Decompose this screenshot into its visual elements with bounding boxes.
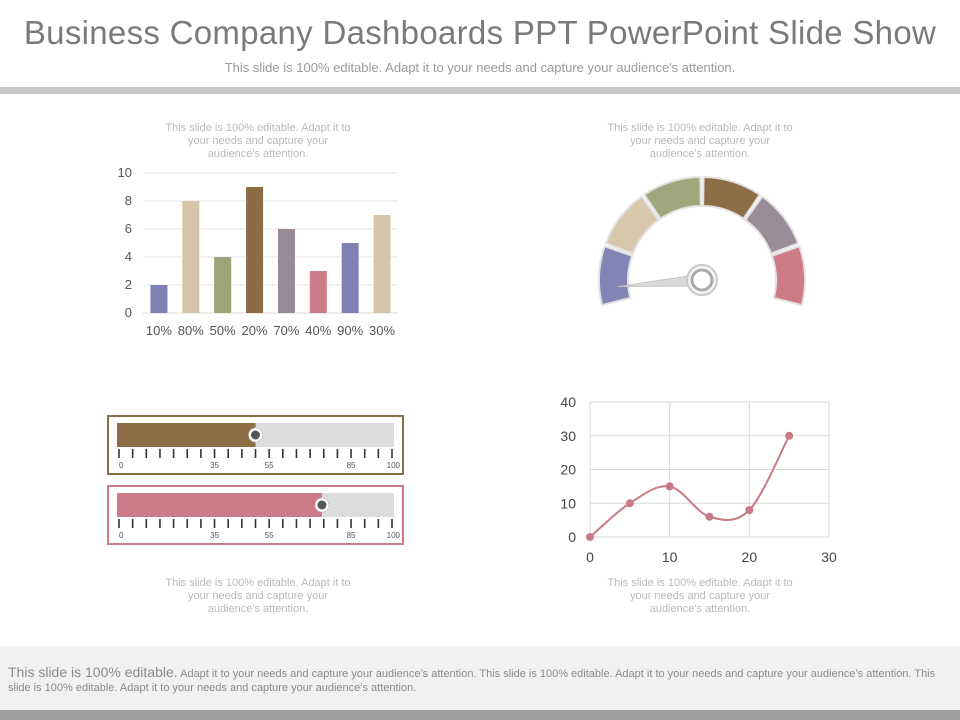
line-point bbox=[586, 533, 594, 541]
footer-divider bbox=[0, 710, 960, 720]
line-y-tick-label: 0 bbox=[568, 529, 576, 545]
progress-scale-label: 35 bbox=[210, 461, 219, 470]
line-y-tick-label: 10 bbox=[560, 495, 576, 511]
footer-body: Adapt it to your needs and capture your … bbox=[8, 668, 936, 694]
bar-x-tick-label: 80% bbox=[178, 323, 204, 338]
line-x-tick-label: 30 bbox=[821, 549, 837, 565]
progress-scale-label: 100 bbox=[387, 461, 401, 470]
line-x-tick-label: 10 bbox=[662, 549, 678, 565]
footer-text-box: This slide is 100% editable. Adapt it to… bbox=[0, 646, 960, 710]
line-x-tick-label: 0 bbox=[586, 549, 594, 565]
footer-lead: This slide is 100% editable. bbox=[8, 664, 178, 680]
slide-subtitle: This slide is 100% editable. Adapt it to… bbox=[224, 60, 736, 75]
line-y-tick-label: 30 bbox=[560, 428, 576, 444]
bar-chart-caption: This slide is 100% editable. Adapt it to… bbox=[165, 122, 351, 160]
header-divider bbox=[0, 87, 960, 94]
progress-scale-label: 0 bbox=[119, 531, 124, 540]
line-x-tick-label: 20 bbox=[742, 549, 758, 565]
bar bbox=[277, 229, 295, 313]
progress-knob bbox=[317, 500, 327, 510]
bar-y-tick-label: 2 bbox=[125, 277, 132, 292]
bar bbox=[182, 201, 200, 313]
bar-x-tick-label: 30% bbox=[369, 323, 395, 338]
bar-x-tick-label: 70% bbox=[273, 323, 299, 338]
bar-x-tick-label: 50% bbox=[210, 323, 236, 338]
line-series bbox=[589, 435, 791, 538]
line-chart-caption: This slide is 100% editable. Adapt it to… bbox=[607, 577, 793, 615]
progress-caption: This slide is 100% editable. Adapt it to… bbox=[165, 577, 351, 615]
bar bbox=[246, 187, 264, 313]
gauge-segment bbox=[743, 195, 800, 255]
gauge-segment bbox=[702, 175, 762, 221]
progress-scale-label: 55 bbox=[265, 461, 274, 470]
progress-scale-label: 100 bbox=[387, 531, 401, 540]
line-point bbox=[785, 431, 794, 440]
bar-y-tick-label: 0 bbox=[125, 305, 132, 320]
bar-x-tick-label: 40% bbox=[305, 323, 331, 338]
progress-scale-label: 55 bbox=[265, 531, 274, 540]
progress-knob bbox=[251, 430, 260, 440]
progress-scale-label: 85 bbox=[347, 531, 356, 540]
bar bbox=[373, 215, 391, 313]
gauge-caption: This slide is 100% editable. Adapt it to… bbox=[607, 122, 793, 160]
bar-y-tick-label: 8 bbox=[125, 193, 132, 208]
bar-x-tick-label: 90% bbox=[337, 323, 363, 338]
slide-title: Business Company Dashboards PPT PowerPoi… bbox=[23, 14, 937, 51]
bar bbox=[309, 271, 327, 313]
bar-x-tick-label: 20% bbox=[242, 323, 268, 338]
progress-scale-label: 35 bbox=[210, 531, 219, 540]
line-y-tick-label: 40 bbox=[560, 394, 576, 410]
bar bbox=[150, 285, 168, 313]
line-point bbox=[705, 512, 714, 521]
bar-x-tick-label: 10% bbox=[146, 323, 172, 338]
gauge-segment bbox=[770, 245, 806, 307]
bar-y-tick-label: 10 bbox=[118, 165, 132, 180]
progress-fill bbox=[117, 423, 256, 447]
line-point bbox=[745, 506, 754, 514]
progress-fill bbox=[117, 493, 322, 517]
line-point bbox=[625, 499, 634, 508]
progress-scale-label: 0 bbox=[119, 461, 124, 470]
gauge-segment bbox=[604, 195, 661, 255]
gauge-hub-inner bbox=[690, 268, 714, 292]
bar-y-tick-label: 6 bbox=[125, 221, 132, 236]
bar bbox=[214, 257, 232, 313]
line-point bbox=[665, 482, 674, 491]
gauge-segment bbox=[598, 245, 634, 307]
bar bbox=[341, 243, 359, 313]
progress-scale-label: 85 bbox=[347, 461, 356, 470]
bar-y-tick-label: 4 bbox=[125, 249, 132, 264]
line-y-tick-label: 20 bbox=[560, 462, 576, 478]
gauge-segment bbox=[642, 175, 702, 221]
